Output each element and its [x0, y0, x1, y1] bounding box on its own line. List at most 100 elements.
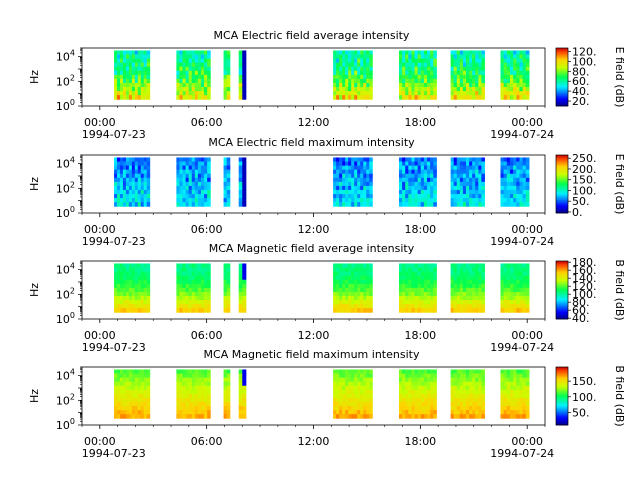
- spectrogram-segment: [176, 157, 211, 207]
- colorbar-band: [556, 409, 568, 411]
- colorbar-band: [556, 199, 568, 202]
- colorbar-band: [556, 172, 568, 175]
- colorbar-band: [556, 170, 568, 173]
- colorbar-band: [556, 65, 568, 68]
- colorbar-band: [556, 162, 568, 165]
- colorbar-band: [556, 371, 568, 374]
- colorbar-band: [556, 422, 568, 424]
- panel-2: MCA Electric field maximum intensity 100 1…: [28, 136, 626, 248]
- colorbar-band: [556, 301, 568, 304]
- colorbar-band: [556, 388, 568, 391]
- x-date-start: 1994-07-23: [82, 235, 146, 248]
- x-tick-label: 00:00: [84, 435, 116, 448]
- spectrogram-segment: [176, 263, 211, 313]
- colorbar-band: [556, 208, 568, 211]
- colorbar-tick-label: 40.: [572, 85, 590, 98]
- colorbar-band: [556, 372, 568, 375]
- colorbar-band: [556, 79, 568, 82]
- colorbar-band: [556, 189, 568, 192]
- colorbar-band: [556, 184, 568, 186]
- y-axis-label: Hz: [28, 177, 41, 191]
- colorbar-band: [556, 387, 568, 390]
- colorbar-band: [556, 62, 568, 65]
- colorbar-band: [556, 384, 568, 387]
- spectrogram-segment: [238, 369, 247, 419]
- colorbar-band: [556, 166, 568, 169]
- panel-title: MCA Magnetic field average intensity: [209, 242, 415, 255]
- colorbar-band: [556, 204, 568, 207]
- colorbar-band: [556, 284, 568, 287]
- colorbar-band: [556, 90, 568, 92]
- colorbar-band: [556, 419, 568, 422]
- x-tick-label: 00:00: [84, 116, 116, 129]
- spectrogram-segment: [238, 157, 247, 207]
- colorbar-band: [556, 68, 568, 71]
- colorbar-band: [556, 85, 568, 88]
- colorbar-band: [556, 61, 568, 63]
- colorbar-band: [556, 295, 568, 298]
- colorbar-band: [556, 406, 568, 408]
- colorbar-band: [556, 276, 568, 279]
- y-tick-label: 102: [56, 392, 75, 407]
- colorbar-band: [556, 310, 568, 313]
- colorbar-band: [556, 411, 568, 414]
- y-tick-label: 102: [56, 180, 75, 195]
- x-tick-label: 18:00: [404, 116, 436, 129]
- x-tick-label: 18:00: [404, 329, 436, 342]
- colorbar-label: B field (dB): [613, 259, 626, 320]
- colorbar-band: [556, 84, 568, 87]
- colorbar-band: [556, 271, 568, 273]
- colorbar-frame: [555, 47, 569, 107]
- colorbar-band: [556, 423, 568, 426]
- colorbar-band: [556, 414, 568, 417]
- y-axis-label: Hz: [28, 389, 41, 403]
- colorbar-band: [556, 74, 568, 76]
- spectrogram-segment: [333, 263, 373, 313]
- colorbar-band: [556, 182, 568, 185]
- colorbar-band: [556, 262, 568, 265]
- colorbar-band: [556, 100, 568, 103]
- colorbar-band: [556, 169, 568, 172]
- colorbar-band: [556, 87, 568, 89]
- colorbar-band: [556, 294, 568, 297]
- colorbar-band: [556, 398, 568, 401]
- x-date-end: 1994-07-24: [490, 128, 554, 141]
- y-tick-label: 102: [56, 73, 75, 88]
- colorbar-band: [556, 173, 568, 176]
- colorbar-band: [556, 413, 568, 416]
- colorbar-tick-label: 50.: [572, 195, 590, 208]
- colorbar-tick-label: 80.: [572, 65, 590, 78]
- colorbar-band: [556, 300, 568, 302]
- colorbar-band: [556, 186, 568, 189]
- x-tick-label: 00:00: [511, 223, 543, 236]
- spectrogram-segment: [223, 157, 231, 207]
- spectrogram-segment: [398, 50, 437, 100]
- colorbar-band: [556, 181, 568, 183]
- spectrogram-segment: [238, 263, 247, 313]
- colorbar-band: [556, 195, 568, 198]
- colorbar-band: [556, 367, 568, 369]
- colorbar-tick-label: 50.: [572, 406, 590, 419]
- spectrogram-segment: [114, 157, 151, 207]
- x-tick-label: 06:00: [191, 435, 223, 448]
- colorbar: 40.60.80.100.120.140.160.180. B field (dB…: [555, 256, 626, 325]
- colorbar-tick-label: 80.: [572, 296, 590, 309]
- x-tick-label: 18:00: [404, 223, 436, 236]
- panel-title: MCA Electric field maximum intensity: [208, 136, 415, 149]
- x-tick-label: 00:00: [84, 223, 116, 236]
- colorbar-tick-label: 100.: [572, 288, 597, 301]
- colorbar-band: [556, 407, 568, 410]
- colorbar-band: [556, 403, 568, 406]
- colorbar-band: [556, 268, 568, 271]
- colorbar-band: [556, 94, 568, 97]
- panel-1: MCA Electric field average intensity 100 1…: [28, 29, 626, 141]
- colorbar-band: [556, 50, 568, 53]
- colorbar-tick-label: 140.: [572, 272, 597, 285]
- spectrogram-segment: [450, 157, 485, 207]
- colorbar-frame: [555, 260, 569, 320]
- colorbar-tick-label: 200.: [572, 163, 597, 176]
- spectrogram-segment: [333, 369, 373, 419]
- spectrogram-segment: [238, 50, 247, 100]
- colorbar-band: [556, 401, 568, 404]
